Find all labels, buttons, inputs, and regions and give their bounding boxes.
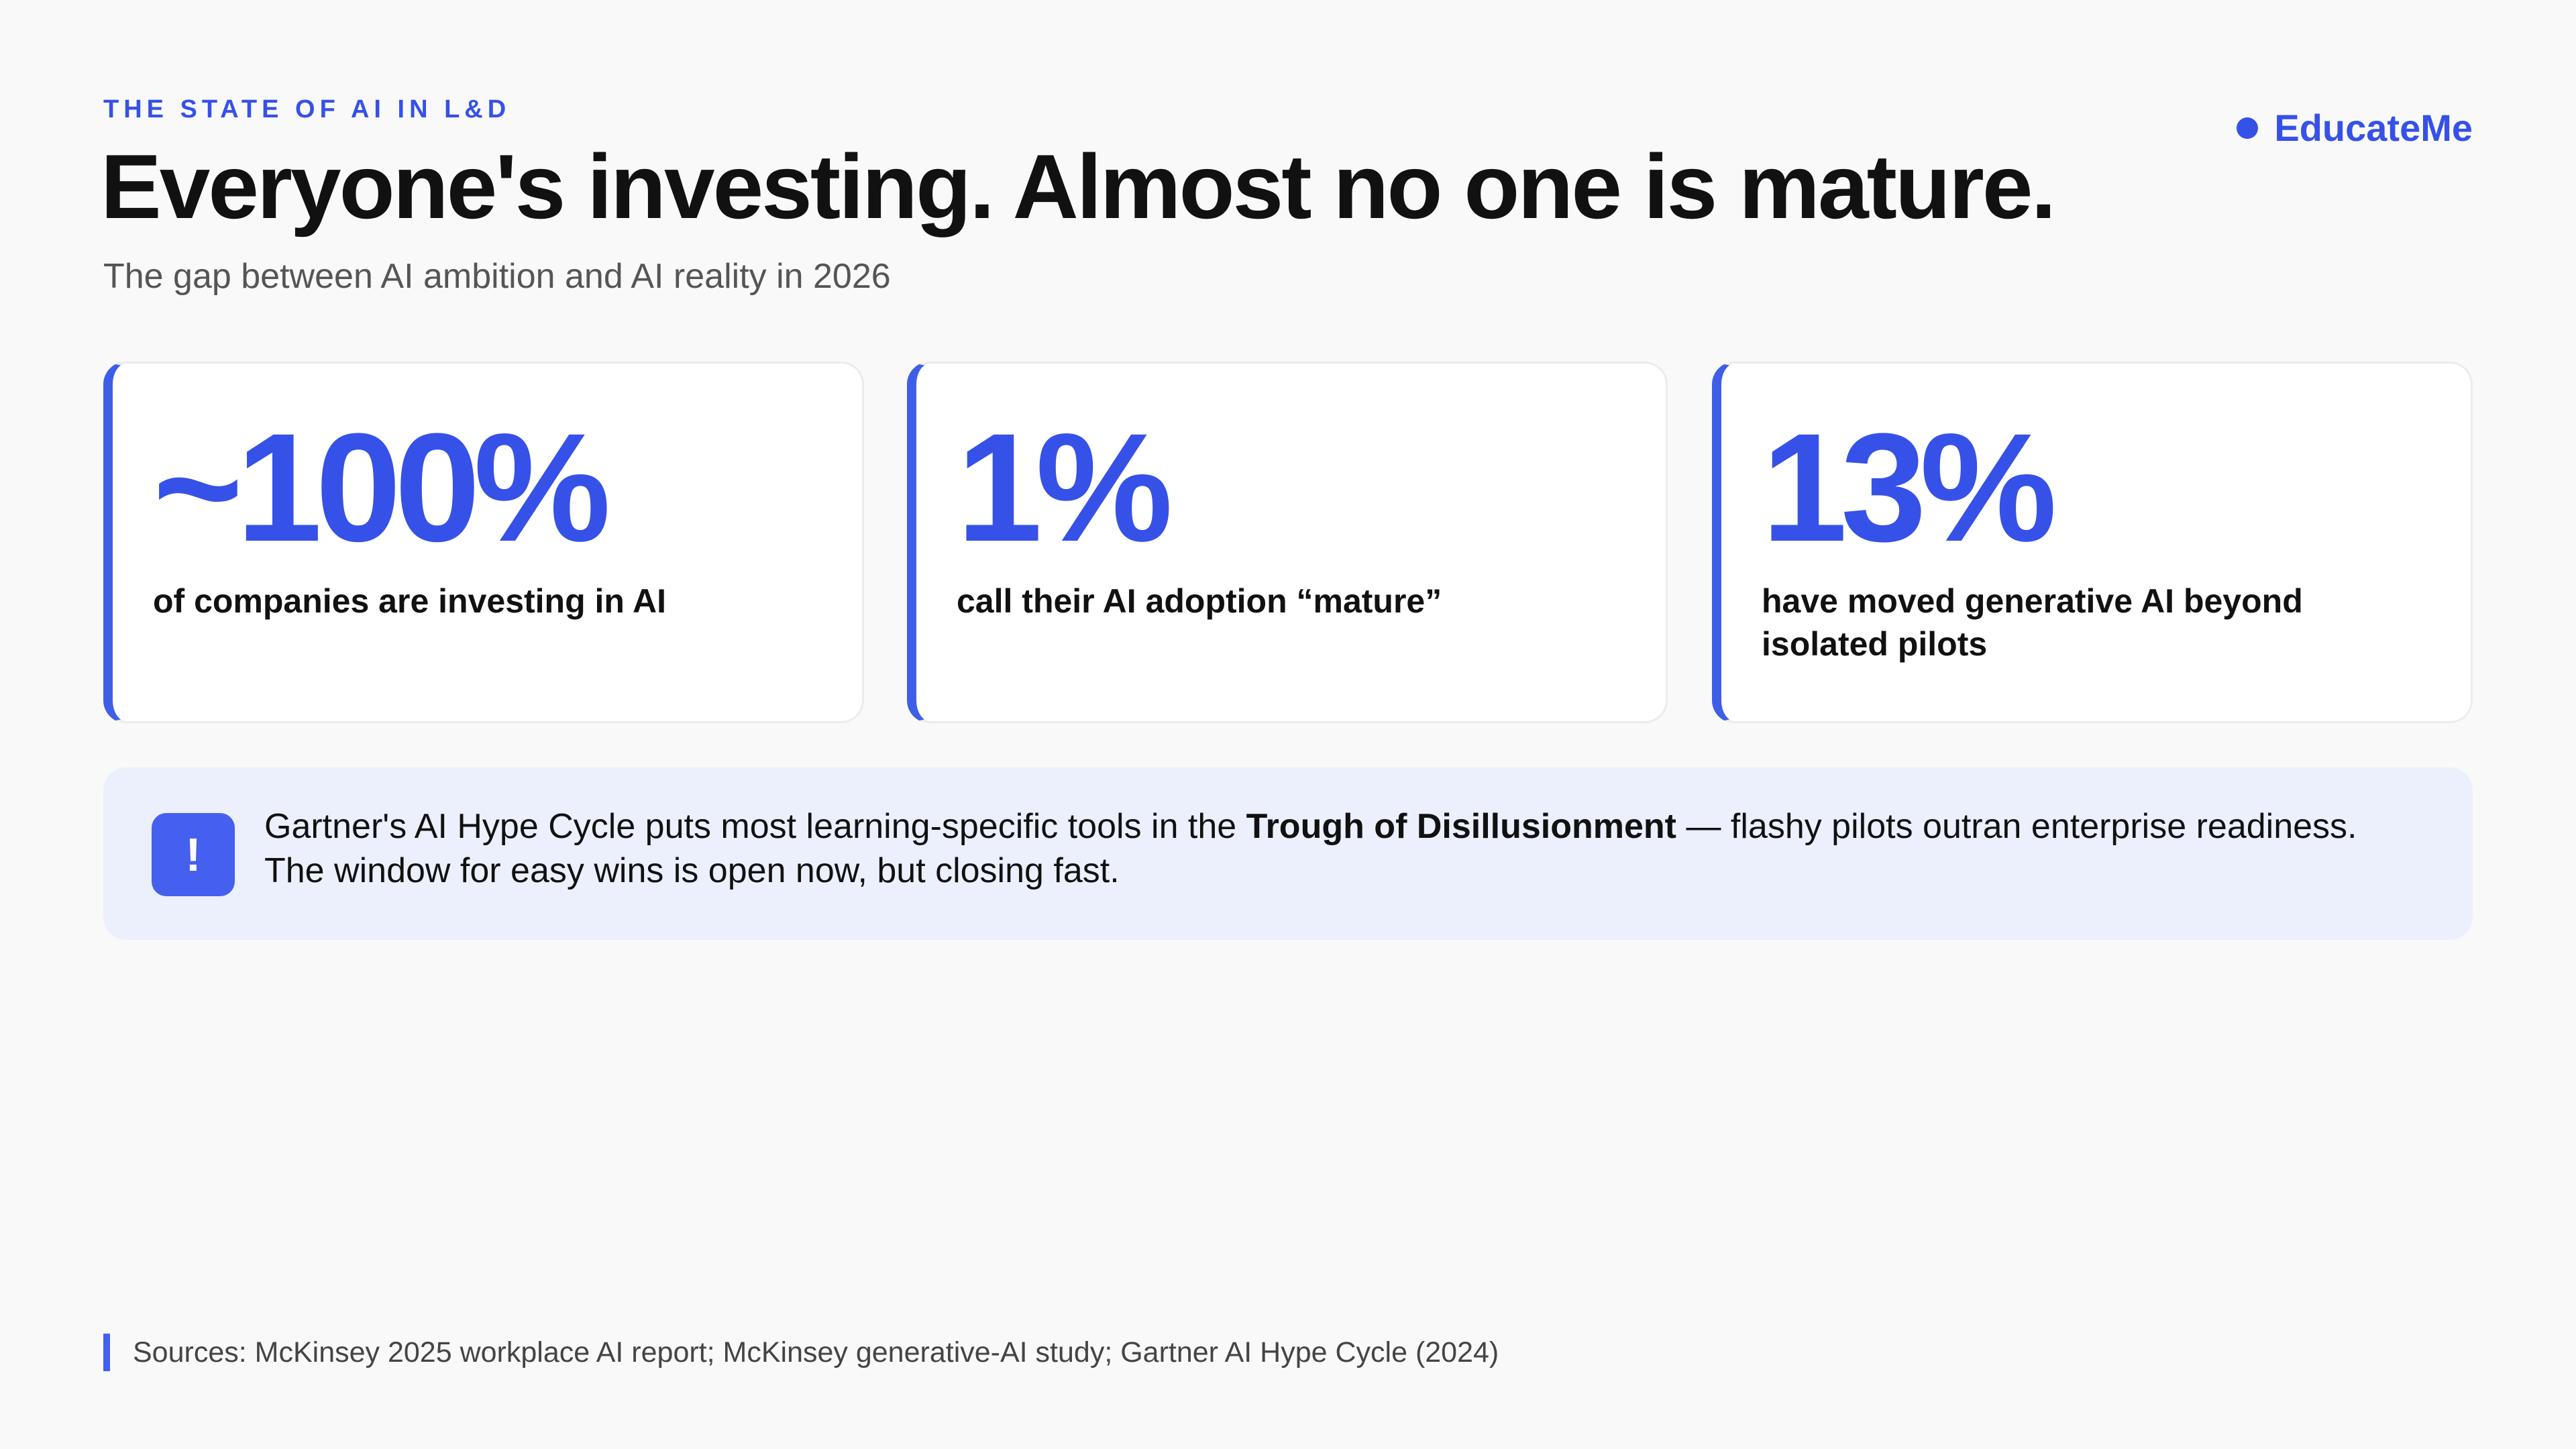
stat-label: of companies are investing in AI: [153, 582, 666, 620]
stat-value: 1%: [957, 401, 1173, 574]
callout-icon: !: [152, 813, 235, 896]
title: Everyone's investing. Almost no one is m…: [101, 136, 2056, 237]
brand-dot: [2237, 117, 2259, 139]
stat-card: 13% have moved generative AI beyond isol…: [1712, 362, 2473, 723]
stat-card: 1% call their AI adoption “mature”: [907, 362, 1668, 723]
stat-card: ~100% of companies are investing in AI: [103, 362, 864, 723]
stat-value: 13%: [1762, 401, 2057, 574]
sources: Sources: McKinsey 2025 workplace AI repo…: [103, 1334, 1499, 1371]
eyebrow: THE STATE OF AI IN L&D: [103, 95, 511, 123]
brand-name: EducateMe: [2274, 107, 2473, 149]
callout-text: Gartner's AI Hype Cycle puts most learni…: [264, 804, 2377, 893]
stat-label: call their AI adoption “mature”: [957, 582, 1442, 620]
callout: ! Gartner's AI Hype Cycle puts most lear…: [103, 767, 2473, 940]
callout-text-start: Gartner's AI Hype Cycle puts most learni…: [264, 807, 1246, 846]
callout-bold: Trough of Disillusionment: [1246, 807, 1676, 846]
subtitle: The gap between AI ambition and AI reali…: [103, 257, 891, 296]
stat-label: have moved generative AI beyond isolated…: [1762, 582, 2303, 663]
stat-value: ~100%: [153, 401, 611, 574]
callout-text-end: — flashy pilots outran enterprise readin…: [264, 807, 2357, 890]
brand: EducateMe: [2237, 106, 2473, 150]
